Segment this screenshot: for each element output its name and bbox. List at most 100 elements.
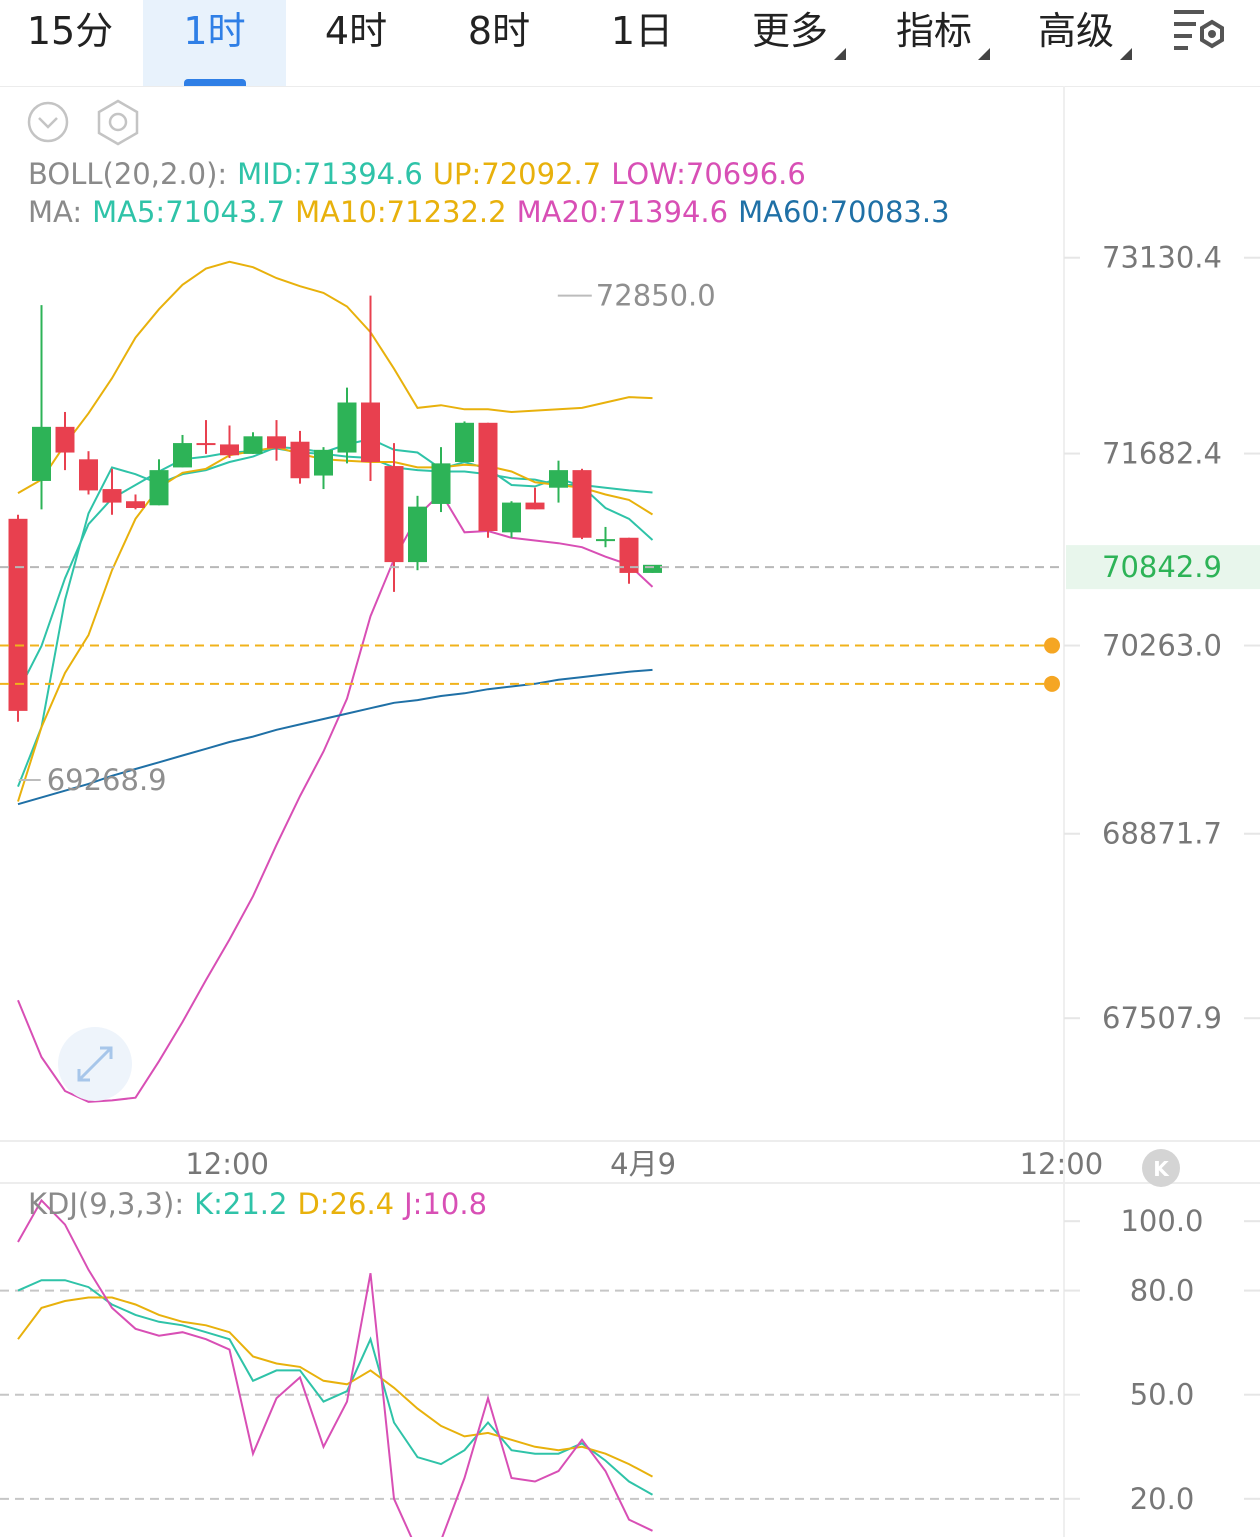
- hexagon-gear-icon[interactable]: [97, 99, 139, 146]
- kdj-lines: [17, 1198, 653, 1537]
- price-axis-labels: 73130.4 71682.4 70263.0 68871.7 67507.9 70842…: [1066, 241, 1260, 1035]
- candle[interactable]: [337, 387, 357, 464]
- tab-1hour[interactable]: 1时: [143, 0, 286, 86]
- candle[interactable]: [126, 494, 145, 510]
- tab-label: 4时: [324, 9, 388, 53]
- candle-body: [361, 402, 380, 463]
- kdj-tick-label: 80.0: [1130, 1274, 1195, 1308]
- candle[interactable]: [55, 411, 75, 471]
- tab-label: 更多: [751, 9, 828, 53]
- tab-label: 高级: [1037, 9, 1114, 53]
- candle-body: [149, 470, 169, 506]
- ma-prefix: MA:: [28, 195, 82, 229]
- candle-body: [55, 426, 75, 453]
- boll-low-value: LOW:70696.6: [611, 157, 806, 191]
- candle[interactable]: [455, 421, 474, 463]
- candle[interactable]: [267, 420, 286, 461]
- candle-body: [431, 463, 451, 504]
- k-logo-icon[interactable]: K: [1142, 1149, 1180, 1187]
- tab-1day[interactable]: 1日: [572, 0, 712, 86]
- kdj-j-value: J:10.8: [402, 1187, 487, 1221]
- kdj-axis-labels: 100.0 80.0 50.0 20.0: [1120, 1204, 1203, 1516]
- ma-legend: MA: MA5:71043.7 MA10:71232.2 MA20:71394.6 MA…: [28, 195, 950, 229]
- candle[interactable]: [361, 295, 380, 481]
- dropdown-caret-icon: [1120, 48, 1132, 60]
- candle[interactable]: [619, 537, 639, 584]
- svg-text:K: K: [1153, 1157, 1170, 1181]
- candle[interactable]: [243, 432, 263, 454]
- candle[interactable]: [478, 422, 498, 538]
- kdj-legend: KDJ(9,3,3): K:21.2 D:26.4 J:10.8: [28, 1187, 487, 1221]
- candle[interactable]: [102, 468, 122, 515]
- boll-legend: BOLL(20,2.0): MID:71394.6 UP:72092.7 LOW:70…: [28, 157, 806, 191]
- tab-label: 8时: [467, 9, 531, 53]
- current-price-tag: [1066, 545, 1260, 590]
- candle-body: [126, 501, 145, 508]
- candle-body: [102, 489, 122, 503]
- price-grid: [1064, 256, 1260, 1020]
- active-tab-indicator: [183, 79, 246, 86]
- low-marker-label: 69268.9: [47, 763, 167, 797]
- candle[interactable]: [8, 514, 28, 722]
- candle-body: [478, 422, 498, 531]
- tab-indicators[interactable]: 指标: [872, 0, 996, 86]
- price-overlays: 72850.0 69268.9: [0, 279, 1064, 797]
- candle[interactable]: [220, 425, 239, 458]
- tab-4hour[interactable]: 4时: [286, 0, 426, 86]
- tab-15min[interactable]: 15分: [0, 0, 140, 86]
- candle-body: [196, 443, 216, 446]
- time-tick-label: 12:00: [185, 1147, 269, 1181]
- candle[interactable]: [290, 430, 310, 484]
- candle-body: [596, 539, 615, 542]
- ma20-value: MA20:71394.6: [517, 195, 728, 229]
- candle[interactable]: [596, 526, 615, 548]
- candle-body: [79, 459, 98, 491]
- time-axis-labels: 12:00 4月9 12:00: [185, 1147, 1103, 1181]
- ma10-value: MA10:71232.2: [295, 195, 506, 229]
- indicator-lines: [17, 260, 654, 1103]
- tab-advanced[interactable]: 高级: [1014, 0, 1138, 86]
- kdj-d-value: D:26.4: [297, 1187, 394, 1221]
- candle[interactable]: [525, 487, 545, 510]
- candle-body: [643, 564, 662, 573]
- period-tab-bar: 15分 1时 4时 8时 1日 更多 指标 高级: [0, 0, 1260, 87]
- candle-body: [220, 444, 239, 456]
- candle-body: [337, 402, 357, 453]
- boll-up-value: UP:72092.7: [433, 157, 601, 191]
- chart-settings-icon[interactable]: [1170, 4, 1234, 60]
- candle[interactable]: [502, 501, 521, 538]
- tab-label: 指标: [895, 9, 972, 53]
- kdj-prefix: KDJ(9,3,3):: [28, 1187, 184, 1221]
- candle[interactable]: [549, 460, 568, 503]
- candle-body: [408, 506, 427, 563]
- candle-body: [32, 426, 51, 481]
- candle[interactable]: [173, 434, 192, 468]
- boll-lower-line: [17, 491, 654, 1103]
- candle[interactable]: [79, 451, 98, 495]
- price-alert-handle[interactable]: [1044, 675, 1060, 692]
- kdj-k-line: [17, 1279, 653, 1496]
- chevron-down-circle-icon[interactable]: [27, 101, 69, 143]
- candle[interactable]: [32, 305, 51, 510]
- ma60-line: [17, 668, 653, 806]
- expand-arrows-icon[interactable]: [58, 1027, 132, 1101]
- candle[interactable]: [643, 564, 662, 573]
- kdj-d-line: [17, 1296, 653, 1478]
- candle-body: [525, 502, 545, 510]
- tab-more[interactable]: 更多: [728, 0, 852, 86]
- candle[interactable]: [196, 420, 216, 454]
- candle-body: [502, 502, 521, 533]
- price-tick-label: 67507.9: [1102, 1001, 1222, 1035]
- ma10-line: [17, 446, 654, 802]
- candle[interactable]: [314, 447, 333, 490]
- candle[interactable]: [572, 468, 592, 540]
- candle[interactable]: [408, 495, 427, 571]
- candle-body: [619, 537, 639, 573]
- tab-8hour[interactable]: 8时: [426, 0, 572, 86]
- candle[interactable]: [431, 447, 451, 513]
- tab-label: 1时: [183, 9, 246, 53]
- price-alert-handle[interactable]: [1044, 637, 1060, 654]
- ma5-line: [17, 437, 654, 787]
- candle-body: [290, 441, 310, 479]
- candle[interactable]: [149, 459, 169, 506]
